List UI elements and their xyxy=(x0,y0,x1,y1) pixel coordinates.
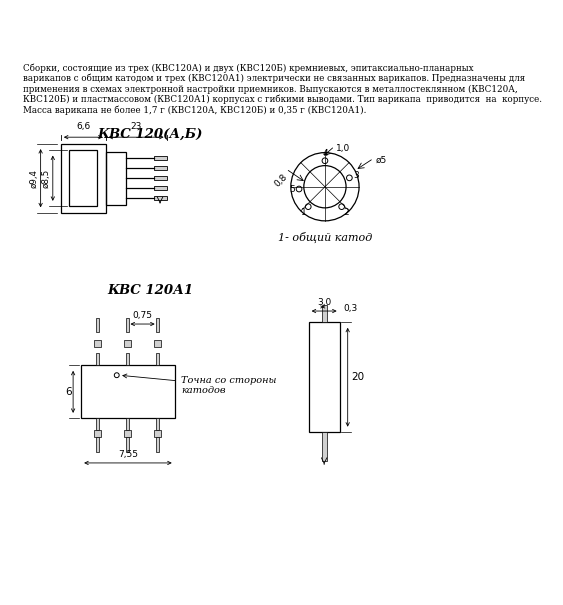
Text: КВС120Б) и пластмассовом (КВС120А1) корпусах с гибкими выводами. Тип варикапа  п: КВС120Б) и пластмассовом (КВС120А1) корп… xyxy=(23,95,542,105)
Bar xyxy=(96,353,99,365)
Bar xyxy=(154,166,167,170)
Text: Сборки, состоящие из трех (КВС120А) и двух (КВС120Б) кремниевых, эпитаксиально-п: Сборки, состоящие из трех (КВС120А) и дв… xyxy=(23,64,473,73)
Bar xyxy=(81,365,175,418)
Text: 0,3: 0,3 xyxy=(343,304,358,313)
Bar xyxy=(126,418,129,430)
Bar xyxy=(157,418,159,430)
Text: 1,0: 1,0 xyxy=(336,145,351,154)
Bar xyxy=(94,430,101,437)
Bar xyxy=(69,150,97,206)
Text: 23: 23 xyxy=(131,122,142,131)
Bar xyxy=(157,318,159,332)
Bar xyxy=(154,340,161,347)
Text: 20: 20 xyxy=(351,372,364,382)
Bar xyxy=(126,318,129,332)
Text: ø9,4: ø9,4 xyxy=(29,169,38,188)
Bar xyxy=(154,196,167,200)
Text: варикапов с общим катодом и трех (КВС120А1) электрически не связанных варикапов.: варикапов с общим катодом и трех (КВС120… xyxy=(23,74,525,83)
Bar xyxy=(124,340,131,347)
Text: 6: 6 xyxy=(65,387,72,397)
Text: КВС 120(А,Б): КВС 120(А,Б) xyxy=(97,128,203,140)
Bar xyxy=(96,318,99,332)
Text: 7,55: 7,55 xyxy=(118,450,138,459)
Bar xyxy=(154,176,167,180)
Bar xyxy=(124,430,131,437)
Bar xyxy=(96,418,99,430)
Bar xyxy=(94,340,101,347)
Text: 1- общий катод: 1- общий катод xyxy=(278,232,372,243)
Text: КВС 120А1: КВС 120А1 xyxy=(107,284,193,297)
Bar xyxy=(154,156,167,160)
Bar xyxy=(61,143,106,213)
Bar xyxy=(154,430,161,437)
Bar xyxy=(126,437,129,451)
Text: 3: 3 xyxy=(354,171,359,180)
Bar xyxy=(157,353,159,365)
Text: 5: 5 xyxy=(289,185,294,194)
Text: Точна со стороны
катодов: Точна со стороны катодов xyxy=(123,374,276,396)
Bar xyxy=(154,186,167,190)
Bar xyxy=(106,152,126,204)
Bar xyxy=(126,353,129,365)
Text: применения в схемах электронной настройки приемников. Выпускаются в металлостекл: применения в схемах электронной настройк… xyxy=(23,84,517,94)
Text: Масса варикапа не более 1,7 г (КВС120А, КВС120Б) и 0,35 г (КВС120А1).: Масса варикапа не более 1,7 г (КВС120А, … xyxy=(23,105,366,115)
Bar xyxy=(321,432,327,460)
Text: 4: 4 xyxy=(322,149,328,158)
Text: 2: 2 xyxy=(343,208,349,217)
Text: 3,0: 3,0 xyxy=(317,298,331,307)
Bar xyxy=(321,304,327,322)
Bar xyxy=(309,322,339,432)
Text: 6,6: 6,6 xyxy=(76,122,91,131)
Text: 1: 1 xyxy=(301,208,306,217)
Text: 0,8: 0,8 xyxy=(273,172,289,189)
Bar xyxy=(96,437,99,451)
Bar xyxy=(157,437,159,451)
Text: ø8,5: ø8,5 xyxy=(41,169,50,188)
Text: 0,75: 0,75 xyxy=(132,311,153,320)
Text: ø5: ø5 xyxy=(376,156,387,165)
